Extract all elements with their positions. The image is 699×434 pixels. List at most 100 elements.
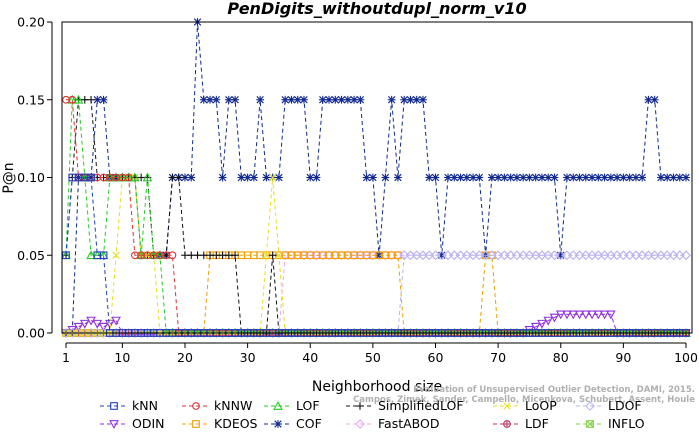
- series-kdeos: [62, 251, 690, 337]
- point-cof-21: [187, 173, 196, 182]
- point-cof-25: [212, 95, 221, 104]
- legend-entry-cof: COF: [264, 416, 322, 431]
- point-ldof-59: [424, 250, 435, 261]
- legend-entry-ldf: LDF: [493, 416, 549, 431]
- chart-title: PenDigits_withoutdupl_norm_v10: [227, 0, 526, 18]
- point-cof-7: [99, 95, 108, 104]
- point-cof-39: [300, 95, 308, 104]
- point-ldof-94: [643, 250, 654, 261]
- point-odin-88: [606, 310, 616, 320]
- legend-label-odin: ODIN: [132, 416, 165, 431]
- point-odin-3: [73, 322, 84, 332]
- point-cof-48: [356, 95, 365, 104]
- point-cof-50: [368, 173, 377, 182]
- point-loop-9: [112, 251, 120, 259]
- legend-label-lof: LOF: [296, 398, 320, 413]
- point-ldof-57: [411, 250, 422, 261]
- legend-entry-kdeos: KDEOS: [182, 416, 258, 431]
- legend-entry-loop: LoOP: [493, 398, 557, 413]
- legend-marker-loop: [503, 402, 511, 410]
- legend-marker-ldof: [585, 401, 595, 411]
- point-cof-79: [550, 173, 559, 182]
- point-cof-33: [262, 173, 271, 182]
- legend-label-ldof: LDOF: [608, 398, 642, 413]
- point-ldof-83: [574, 250, 585, 261]
- point-cof-26: [218, 173, 227, 182]
- point-cof-86: [594, 173, 603, 182]
- point-lof-12: [130, 172, 140, 182]
- point-cof-31: [249, 173, 258, 182]
- point-cof-94: [644, 95, 653, 104]
- point-ldof-58: [418, 250, 428, 261]
- point-odin-6: [92, 319, 103, 329]
- point-ldof-91: [624, 250, 635, 261]
- legend-marker-odin: [109, 420, 119, 430]
- point-simplifiedlof-28: [231, 251, 239, 260]
- point-ldof-5: [86, 328, 96, 338]
- point-knnw-11: [124, 173, 133, 182]
- point-ldof-77: [537, 250, 547, 261]
- point-ldof-79: [549, 250, 560, 261]
- point-odin-83: [574, 310, 585, 320]
- point-ldof-75: [524, 250, 535, 261]
- point-cof-29: [237, 173, 246, 182]
- point-cof-41: [312, 173, 321, 182]
- point-knnw-2: [68, 95, 77, 104]
- point-ldof-69: [486, 250, 497, 261]
- point-lof-14: [142, 172, 153, 182]
- x-tick-label-20: 20: [177, 350, 193, 365]
- point-cof-44: [331, 95, 340, 104]
- point-ldof-80: [555, 250, 566, 261]
- legend-marker-lof: [273, 400, 283, 410]
- point-ldof-81: [562, 250, 572, 261]
- legend-label-inflo: INFLO: [608, 416, 645, 431]
- point-odin-4: [79, 319, 90, 329]
- point-ldof-6: [92, 328, 103, 338]
- point-ldof-4: [79, 328, 90, 338]
- point-odin-76: [530, 322, 541, 332]
- point-ldof-99: [674, 250, 685, 261]
- series-layer: [61, 18, 691, 339]
- point-cof-40: [306, 173, 315, 182]
- point-ldof-60: [430, 250, 441, 261]
- point-simplifiedlof-5: [87, 95, 95, 104]
- point-ldof-65: [461, 250, 472, 261]
- legend-label-loop: LoOP: [525, 398, 557, 413]
- y-tick-label-4: 0.20: [17, 15, 45, 30]
- x-tick-label-50: 50: [365, 350, 381, 365]
- legend-entry-inflo: INFLO: [576, 416, 645, 431]
- point-odin-7: [98, 322, 109, 332]
- series-line-fastabod: [66, 254, 686, 334]
- point-ldof-73: [512, 250, 522, 261]
- point-ldof-2: [67, 328, 78, 338]
- point-ldof-95: [649, 250, 660, 261]
- point-ldof-84: [580, 250, 591, 261]
- point-cof-42: [318, 95, 327, 104]
- point-loop-33: [262, 251, 271, 259]
- point-ldof-89: [612, 250, 622, 261]
- point-loop-35: [275, 251, 283, 259]
- point-knnw-18: [168, 251, 177, 260]
- legend-marker-cof: [274, 420, 282, 428]
- x-tick-label-30: 30: [240, 350, 256, 365]
- point-cof-58: [419, 95, 427, 104]
- point-ldof-96: [656, 250, 666, 261]
- x-tick-label-10: 10: [114, 350, 130, 365]
- series-fastabod: [61, 250, 691, 338]
- legend-marker-knn: [110, 402, 118, 410]
- point-simplifiedlof-19: [174, 173, 183, 182]
- series-ldof: [61, 250, 691, 338]
- point-cof-90: [619, 173, 628, 182]
- legend-marker-inflo: [586, 420, 594, 428]
- point-odin-84: [580, 310, 591, 320]
- legend-label-ldf: LDF: [525, 416, 549, 431]
- point-lof-3: [73, 94, 84, 104]
- point-cof-43: [325, 95, 333, 104]
- legend-label-knnw: kNNW: [214, 398, 252, 413]
- axes-layer: 1 10 20 30 40 50 60 70 80 90 100 0.00 0.05 0.10 0.15 0.…: [17, 15, 698, 366]
- point-cof-78: [544, 173, 553, 182]
- legend-entry-ldof: LDOF: [576, 398, 642, 413]
- plot-frame: [61, 21, 693, 334]
- point-cof-93: [638, 173, 647, 182]
